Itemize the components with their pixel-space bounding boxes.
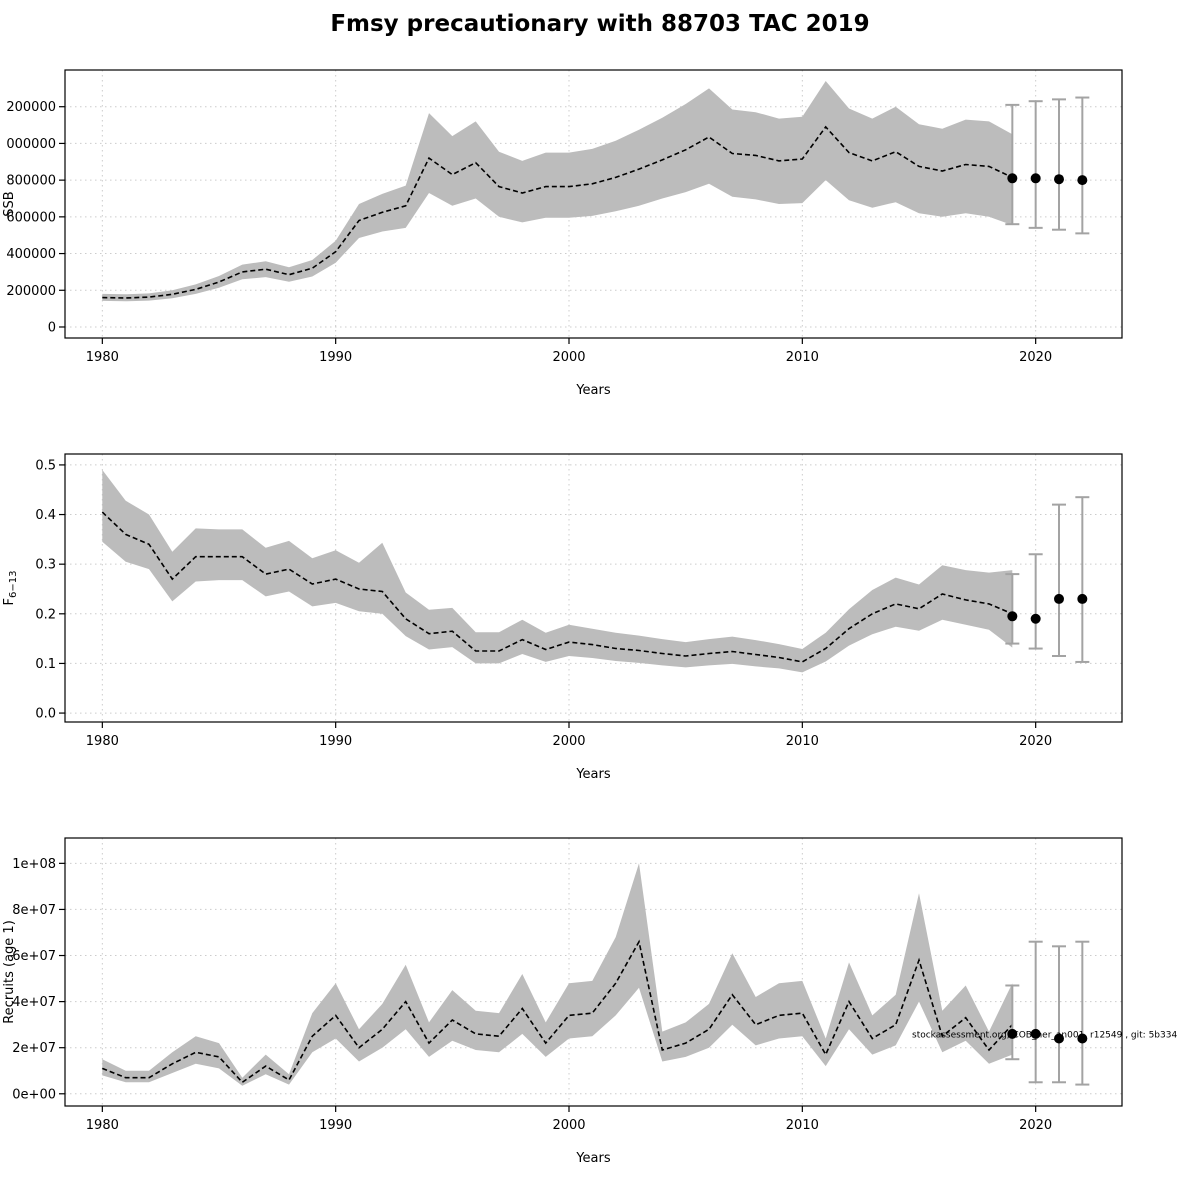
figure-title: Fmsy precautionary with 88703 TAC 2019 xyxy=(330,11,870,37)
forecast-dot xyxy=(1077,1033,1088,1044)
y-tick-label: 0.4 xyxy=(35,508,56,523)
x-axis-title: Years xyxy=(575,767,611,782)
y-tick-label: 1e+08 xyxy=(12,857,56,872)
x-tick-label: 1980 xyxy=(86,350,119,365)
x-tick-label: 2000 xyxy=(552,350,585,365)
y-tick-label: 0.5 xyxy=(35,458,56,473)
x-tick-label: 2010 xyxy=(786,734,819,749)
x-tick-label: 2000 xyxy=(552,1118,585,1133)
y-axis-title: F6−13 xyxy=(2,571,19,606)
forecast-dot xyxy=(1030,173,1041,184)
estimate-line xyxy=(101,511,1013,663)
confidence-band xyxy=(102,863,1013,1086)
forecast-dot xyxy=(1077,593,1088,604)
x-tick-label: 2010 xyxy=(786,1118,819,1133)
x-tick-label: 1980 xyxy=(86,1118,119,1133)
ssb-chart: 1980 1990 2000 2010 2020 0 200000 400000 600000 8… xyxy=(2,69,1123,398)
y-tick-label: 0.3 xyxy=(35,558,56,573)
confidence-band xyxy=(102,81,1013,302)
y-tick-label: 800000 xyxy=(6,174,56,189)
y-axis-title-subscript: 6−13 xyxy=(8,571,19,598)
y-tick-label: 0e+00 xyxy=(12,1087,56,1102)
forecast-dot xyxy=(1030,1028,1041,1039)
x-tick-label: 1990 xyxy=(319,734,352,749)
watermark-text: stockassessment.org, COB_her_an001, r125… xyxy=(912,1030,1177,1040)
x-tick-label: 1990 xyxy=(319,350,352,365)
y-tick-label: 2e+07 xyxy=(12,1041,56,1056)
y-axis-title: SSB xyxy=(2,191,17,216)
y-tick-label: 400000 xyxy=(6,247,56,262)
y-tick-label: 0.0 xyxy=(35,707,56,722)
y-axis-title: Recruits (age 1) xyxy=(2,920,17,1024)
x-tick-label: 2010 xyxy=(786,350,819,365)
forecast-dot xyxy=(1077,175,1088,186)
x-axis-title: Years xyxy=(575,1151,611,1166)
recruits-chart: stockassessment.org, COB_her_an001, r125… xyxy=(2,837,1177,1166)
estimate-line xyxy=(102,125,1013,299)
y-tick-label: 4e+07 xyxy=(12,995,56,1010)
x-tick-label: 2020 xyxy=(1019,734,1052,749)
confidence-band xyxy=(102,469,1013,673)
plot-box xyxy=(64,453,1123,723)
y-tick-label: 0.1 xyxy=(35,657,56,672)
x-axis-title: Years xyxy=(575,383,611,398)
y-tick-label: 200000 xyxy=(6,100,56,115)
plot-box xyxy=(64,69,1123,339)
forecast-dot xyxy=(1007,1028,1018,1039)
fbar-chart: 1980 1990 2000 2010 2020 0.0 0.1 0.2 0.3 0.4 0.5 Ye… xyxy=(2,453,1123,782)
y-tick-label: 000000 xyxy=(6,137,56,152)
forecast-dot xyxy=(1054,593,1064,604)
x-tick-label: 2000 xyxy=(552,734,585,749)
y-tick-label: 200000 xyxy=(6,284,56,299)
forecast-dot xyxy=(1030,613,1041,624)
y-tick-label: 6e+07 xyxy=(12,949,56,964)
x-tick-label: 2020 xyxy=(1019,350,1052,365)
y-tick-label: 8e+07 xyxy=(12,903,56,918)
forecast-dot xyxy=(1054,174,1064,185)
y-tick-label: 0 xyxy=(48,320,56,335)
y-tick-label: 600000 xyxy=(6,210,56,225)
forecast-dot xyxy=(1007,611,1018,622)
x-tick-label: 1990 xyxy=(319,1118,352,1133)
x-tick-label: 1980 xyxy=(86,734,119,749)
y-tick-label: 0.2 xyxy=(35,607,56,622)
plot-box xyxy=(64,837,1123,1107)
forecast-dot xyxy=(1007,173,1018,184)
x-tick-label: 2020 xyxy=(1019,1118,1052,1133)
forecast-dot xyxy=(1054,1033,1064,1044)
